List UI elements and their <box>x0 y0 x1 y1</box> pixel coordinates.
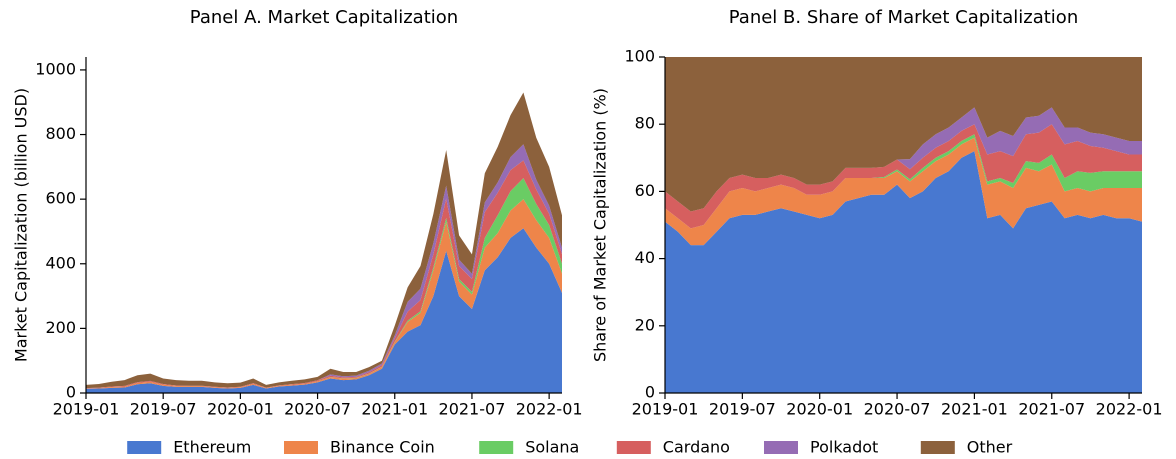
x-tick-label: 2020-01 <box>786 400 853 419</box>
area <box>665 57 1142 212</box>
legend: Ethereum Binance Coin Solana Cardano Polkado… <box>127 438 1013 457</box>
area <box>86 178 562 389</box>
area <box>86 144 562 389</box>
area <box>86 92 562 389</box>
x-tick-label: 2019-01 <box>53 400 120 419</box>
x-tick-label: 2022-01 <box>1096 400 1163 419</box>
area <box>665 151 1142 393</box>
x-tick-label: 2020-07 <box>284 400 351 419</box>
x-tick-label: 2021-01 <box>361 400 428 419</box>
x-tick-label: 2019-01 <box>632 400 699 419</box>
y-tick-label: 200 <box>45 318 76 337</box>
area <box>86 228 562 393</box>
panel-title: Panel B. Share of Market Capitalization <box>729 7 1078 28</box>
legend-label: Other <box>967 438 1013 457</box>
area <box>665 124 1142 229</box>
area <box>86 199 562 389</box>
y-tick-label: 60 <box>635 181 655 200</box>
x-tick-label: 2019-07 <box>709 400 776 419</box>
y-tick-label: 80 <box>635 114 655 133</box>
y-axis-label: Market Capitalization (billion USD) <box>12 88 31 362</box>
y-tick-label: 100 <box>624 47 655 66</box>
panel: Panel A. Market Capitalization Market Cap… <box>12 7 583 419</box>
y-tick-label: 800 <box>45 124 76 143</box>
legend-swatch <box>127 441 162 454</box>
y-axis-label: Share of Market Capitalization (%) <box>591 88 610 362</box>
panel-title: Panel A. Market Capitalization <box>190 7 458 28</box>
x-tick-label: 2019-07 <box>130 400 197 419</box>
x-tick-label: 2021-07 <box>1018 400 1085 419</box>
y-tick-label: 40 <box>635 248 655 267</box>
x-tick-label: 2022-01 <box>516 400 583 419</box>
legend-swatch <box>284 441 318 454</box>
legend-label: Cardano <box>663 438 730 457</box>
legend-label: Ethereum <box>173 438 251 457</box>
area <box>665 107 1142 212</box>
legend-swatch <box>920 441 955 454</box>
x-tick-label: 2021-07 <box>439 400 506 419</box>
y-tick-label: 400 <box>45 253 76 272</box>
area <box>86 160 562 389</box>
x-tick-label: 2021-01 <box>941 400 1008 419</box>
y-tick-label: 1000 <box>35 59 76 78</box>
area <box>665 137 1142 246</box>
x-tick-label: 2020-01 <box>207 400 274 419</box>
y-tick-label: 0 <box>645 383 655 402</box>
legend-swatch <box>479 441 514 454</box>
legend-label: Binance Coin <box>330 438 435 457</box>
x-tick-label: 2020-07 <box>864 400 931 419</box>
y-tick-label: 600 <box>45 189 76 208</box>
panel: Panel B. Share of Market Capitalization S… <box>591 7 1163 419</box>
legend-swatch <box>616 441 651 454</box>
legend-label: Polkadot <box>810 438 878 457</box>
legend-swatch <box>764 441 798 454</box>
y-tick-label: 0 <box>66 383 76 402</box>
legend-label: Solana <box>525 438 579 457</box>
y-tick-label: 20 <box>635 315 655 334</box>
